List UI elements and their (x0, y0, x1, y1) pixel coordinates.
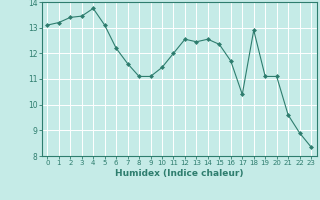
X-axis label: Humidex (Indice chaleur): Humidex (Indice chaleur) (115, 169, 244, 178)
